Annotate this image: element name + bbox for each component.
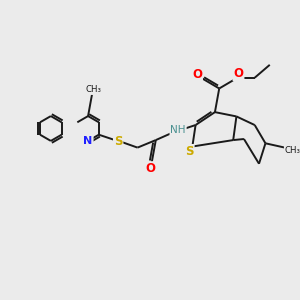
Text: O: O — [192, 68, 202, 81]
Text: O: O — [146, 162, 155, 175]
Text: CH₃: CH₃ — [86, 85, 102, 94]
Text: N: N — [83, 136, 93, 146]
Text: CH₃: CH₃ — [285, 146, 300, 155]
Text: NH: NH — [170, 124, 186, 134]
Text: S: S — [185, 145, 194, 158]
Text: O: O — [233, 67, 244, 80]
Text: S: S — [114, 135, 122, 148]
